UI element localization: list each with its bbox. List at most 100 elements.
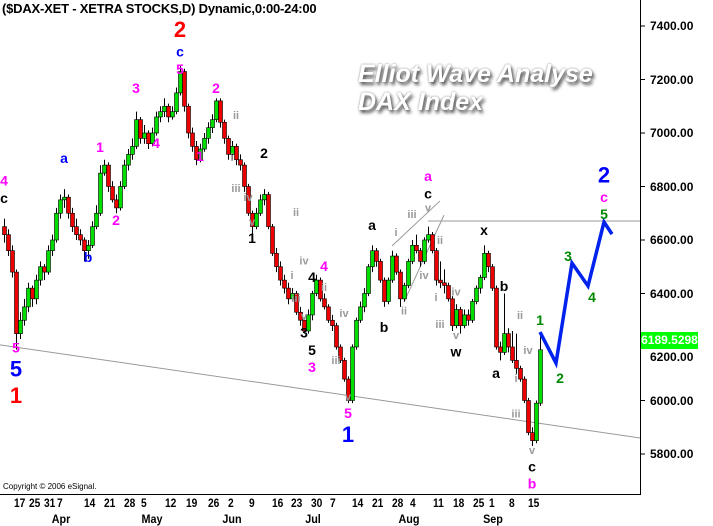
wave-label: iv — [451, 287, 461, 299]
y-tick-label: 7000.00 — [650, 126, 694, 140]
wave-label: 3 — [308, 359, 316, 375]
candle — [374, 248, 379, 267]
candle-body — [266, 194, 271, 227]
x-tick-label: 14 — [84, 496, 96, 510]
overlay-title: Elliot Wave Analyse DAX Index — [358, 60, 593, 116]
candle-body — [162, 105, 167, 112]
candle — [342, 357, 347, 382]
candle — [434, 248, 439, 286]
candle — [278, 261, 283, 286]
wave-label: i — [394, 227, 397, 239]
wave-label: iv — [299, 256, 309, 268]
candle — [206, 122, 211, 144]
wave-label: ii — [401, 306, 407, 318]
wave-label: 1 — [248, 230, 256, 246]
candle — [110, 181, 115, 203]
wave-label: 3 — [564, 248, 572, 264]
candle-body — [62, 196, 67, 201]
candle-body — [138, 119, 143, 139]
wave-label: 2 — [598, 163, 610, 188]
wave-label: 4 — [152, 135, 160, 151]
candle — [58, 194, 63, 219]
wave-label: c — [176, 44, 184, 60]
candle — [90, 221, 95, 249]
candle — [358, 301, 363, 323]
candle — [134, 111, 139, 150]
candle-body — [354, 319, 359, 348]
candle-body — [370, 250, 375, 268]
candle — [186, 103, 191, 139]
candle — [422, 237, 427, 265]
candle — [170, 106, 175, 120]
wave-label: 5 — [176, 61, 184, 77]
wave-label: ii — [517, 310, 523, 322]
candle-body — [478, 277, 483, 289]
wave-label: 1 — [196, 148, 204, 164]
candle — [122, 159, 127, 190]
candle — [362, 288, 367, 313]
candle — [30, 285, 35, 307]
candle — [482, 245, 487, 281]
candle-body — [134, 119, 139, 147]
wave-label: a — [368, 217, 376, 233]
wave-label: w — [450, 344, 462, 360]
wave-label: c — [600, 189, 608, 205]
candle — [370, 245, 375, 273]
wave-label: iii — [511, 409, 520, 421]
candle — [530, 427, 535, 446]
candle — [502, 293, 507, 356]
candle-body — [382, 279, 387, 302]
candle-body — [310, 293, 315, 316]
candle — [246, 183, 251, 216]
x-month-label: Jul — [305, 512, 321, 526]
candle-body — [390, 255, 395, 281]
candle — [538, 336, 543, 406]
candle-body — [422, 239, 427, 262]
candle — [350, 344, 355, 404]
candle — [202, 133, 207, 152]
candle-body — [110, 186, 115, 201]
wave-label: 4 — [0, 172, 8, 188]
candle-body — [482, 253, 487, 278]
x-tick-label: 14 — [352, 496, 364, 510]
wave-label: 3 — [300, 324, 308, 340]
candle — [430, 231, 435, 254]
candle-body — [214, 100, 219, 120]
y-tick-label: 7400.00 — [650, 19, 694, 33]
candle-body — [398, 271, 403, 300]
candle — [514, 333, 519, 374]
candle — [62, 189, 67, 208]
wave-label: iii — [331, 355, 340, 367]
wave-label: a — [492, 365, 500, 381]
candle-body — [526, 400, 531, 433]
candle — [446, 282, 451, 302]
candle-body — [70, 212, 75, 227]
candle-body — [262, 194, 267, 201]
candle-body — [66, 196, 71, 214]
candle-body — [502, 333, 507, 353]
candle-body — [362, 293, 367, 308]
candle-body — [234, 146, 239, 161]
wave-label: iii — [291, 293, 300, 305]
x-month-label: Aug — [398, 512, 420, 526]
candle-body — [106, 164, 111, 187]
candle-body — [118, 186, 123, 209]
candle — [450, 296, 455, 331]
candle-body — [278, 266, 283, 281]
candle-body — [442, 282, 447, 286]
candle-body — [126, 154, 131, 166]
wave-label: i — [290, 270, 293, 282]
candle — [478, 274, 483, 294]
candle — [6, 229, 11, 257]
chart-title: ($DAX-XET - XETRA STOCKS,D) Dynamic,0:00… — [2, 1, 317, 16]
x-tick-label: 19 — [186, 496, 198, 510]
candle — [438, 261, 443, 289]
wave-label: ii — [293, 207, 299, 219]
candle — [142, 124, 147, 144]
candle — [322, 293, 327, 310]
trendline-2 — [391, 200, 441, 247]
candle — [54, 207, 59, 243]
candle-body — [198, 148, 203, 161]
x-tick-label: 17 — [14, 496, 26, 510]
candle-body — [446, 285, 451, 300]
